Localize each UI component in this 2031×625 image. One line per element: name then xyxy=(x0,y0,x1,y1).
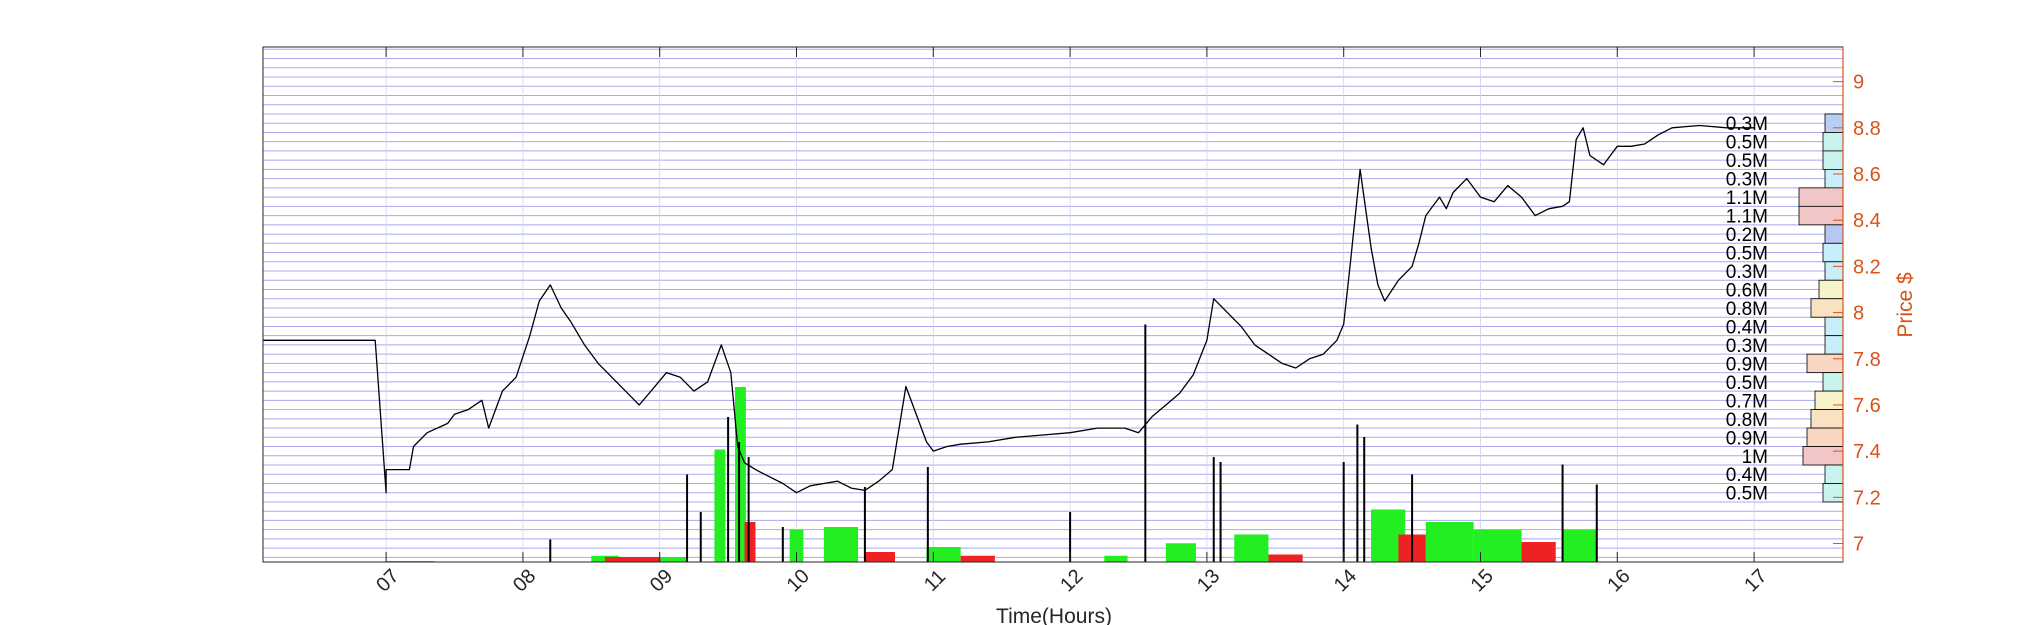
volume-bar-red xyxy=(744,522,756,562)
volume-bar-green xyxy=(789,529,804,562)
x-tick-label: 11 xyxy=(920,566,950,596)
volume-bar-green xyxy=(714,449,726,562)
x-tick-label: 14 xyxy=(1330,565,1361,596)
x-tick-label: 08 xyxy=(509,565,540,596)
volume-profile-box xyxy=(1822,132,1844,152)
y-tick-label: 8.8 xyxy=(1853,118,1881,140)
price-polyline xyxy=(263,124,1755,494)
volume-profile-label: 0.5M xyxy=(1726,151,1768,172)
volume-bar-green xyxy=(926,547,961,562)
volume-bar-green xyxy=(1165,543,1196,562)
volume-bar-green xyxy=(1104,555,1128,562)
volume-profile-box xyxy=(1822,483,1844,503)
volume-profile-box xyxy=(1814,390,1844,410)
y-tick-label: 7.2 xyxy=(1853,487,1881,509)
volume-bars xyxy=(386,324,1598,562)
volume-profile-label: 0.3M xyxy=(1726,114,1768,135)
volume-profile-label: 0.3M xyxy=(1726,336,1768,357)
volume-profile-box xyxy=(1810,409,1844,429)
x-tick-label: 10 xyxy=(783,565,814,596)
x-tick-label: 16 xyxy=(1603,565,1634,596)
plot-area xyxy=(263,47,1843,562)
volume-profile-box xyxy=(1824,261,1844,281)
volume-profile-label: 0.6M xyxy=(1726,280,1768,301)
volume-profile-label: 0.2M xyxy=(1726,225,1768,246)
volume-bar-green xyxy=(1234,534,1269,562)
volume-profile: 0.3M0.5M0.5M0.3M1.1M1.1M0.2M0.5M0.3M0.6M… xyxy=(1726,113,1844,505)
y-tick-label: 7.4 xyxy=(1853,441,1881,463)
volume-profile-label: 0.9M xyxy=(1726,354,1768,375)
volume-bar-red xyxy=(604,557,660,562)
x-tick-label: 13 xyxy=(1193,565,1224,596)
volume-profile-label: 0.8M xyxy=(1726,299,1768,320)
volume-profile-label: 0.4M xyxy=(1726,465,1768,486)
volume-profile-label: 0.8M xyxy=(1726,410,1768,431)
price-line xyxy=(263,124,1755,494)
volume-profile-label: 0.9M xyxy=(1726,428,1768,449)
volume-bar-red xyxy=(864,552,895,562)
volume-profile-label: 0.4M xyxy=(1726,317,1768,338)
volume-profile-box xyxy=(1798,205,1844,226)
volume-profile-label: 1.1M xyxy=(1726,188,1768,209)
x-tick-label: 09 xyxy=(646,565,677,596)
volume-profile-label: 0.3M xyxy=(1726,170,1768,191)
y-tick-label: 8.2 xyxy=(1853,256,1881,278)
volume-bar-red xyxy=(1521,542,1556,562)
volume-profile-box xyxy=(1824,113,1844,133)
volume-bar-green xyxy=(652,557,688,562)
volume-profile-box xyxy=(1818,279,1844,300)
volume-profile-box xyxy=(1810,298,1844,318)
volume-profile-label: 0.5M xyxy=(1726,484,1768,505)
volume-profile-label: 0.5M xyxy=(1726,133,1768,154)
x-tick-label: 15 xyxy=(1467,565,1498,596)
volume-bar-green xyxy=(1562,529,1597,562)
volume-profile-label: 0.5M xyxy=(1726,244,1768,265)
x-tick-label: 07 xyxy=(372,565,403,596)
volume-profile-box xyxy=(1824,224,1844,244)
volume-profile-box xyxy=(1824,316,1844,337)
x-tick-label: 17 xyxy=(1740,565,1771,596)
volume-profile-label: 0.7M xyxy=(1726,391,1768,412)
y-tick-label: 9 xyxy=(1853,72,1864,94)
x-tick-label: 12 xyxy=(1056,565,1087,596)
volume-profile-box xyxy=(1824,168,1844,189)
volume-profile-box xyxy=(1798,187,1844,207)
y-tick-label: 8.4 xyxy=(1853,210,1881,232)
volume-bar-green xyxy=(734,387,746,562)
x-axis-label: Time(Hours) xyxy=(996,605,1112,625)
volume-profile-box xyxy=(1822,150,1844,170)
volume-profile-label: 0.5M xyxy=(1726,373,1768,394)
y-tick-label: 7 xyxy=(1853,534,1864,556)
volume-profile-box xyxy=(1824,335,1844,355)
volume-profile-label: 0.3M xyxy=(1726,262,1768,283)
volume-profile-box xyxy=(1824,464,1844,484)
volume-profile-box xyxy=(1806,427,1844,447)
y-tick-label: 8 xyxy=(1853,303,1864,325)
volume-bar-green xyxy=(823,527,859,562)
volume-bar-red xyxy=(960,555,995,562)
volume-profile-box xyxy=(1802,446,1844,466)
y-axis-label: Price $ xyxy=(1894,272,1917,338)
y-tick-label: 7.6 xyxy=(1853,395,1881,417)
y-tick-label: 8.6 xyxy=(1853,164,1881,186)
volume-bar-red xyxy=(1268,554,1303,562)
y-axis-ticks: 7 7.2 7.4 7.6 7.8 8 8.2 8.4 8.6 8.8 9 xyxy=(1833,72,1881,556)
volume-profile-label: 1.1M xyxy=(1726,207,1768,228)
volume-profile-label: 1M xyxy=(1742,447,1768,468)
volume-profile-box xyxy=(1806,353,1844,374)
volume-bar-green xyxy=(1425,522,1474,562)
y-tick-label: 7.8 xyxy=(1853,349,1881,371)
volume-profile-box xyxy=(1822,372,1844,392)
volume-bar-green xyxy=(1473,529,1522,562)
volume-profile-box xyxy=(1822,242,1844,263)
